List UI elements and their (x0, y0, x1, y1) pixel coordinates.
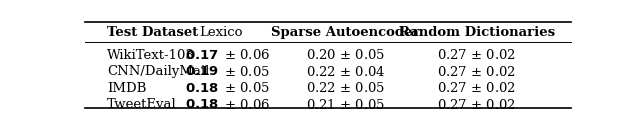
Text: TweetEval: TweetEval (108, 98, 177, 111)
Text: Test Dataset: Test Dataset (108, 26, 198, 39)
Text: $\bf{0.18}$: $\bf{0.18}$ (185, 98, 219, 111)
Text: WikiText-103: WikiText-103 (108, 49, 195, 62)
Text: $\bf{0.19}$: $\bf{0.19}$ (185, 65, 219, 78)
Text: 0.20 $\pm$ 0.05: 0.20 $\pm$ 0.05 (306, 48, 385, 62)
Text: Lexico: Lexico (200, 26, 243, 39)
Text: $\pm$ 0.06: $\pm$ 0.06 (220, 98, 270, 112)
Text: $\pm$ 0.06: $\pm$ 0.06 (220, 48, 270, 62)
Text: $\pm$ 0.05: $\pm$ 0.05 (220, 81, 270, 95)
Text: IMDB: IMDB (108, 82, 147, 95)
Text: $\bf{0.17}$: $\bf{0.17}$ (186, 49, 219, 62)
Text: $\pm$ 0.05: $\pm$ 0.05 (220, 65, 270, 79)
Text: Random Dictionaries: Random Dictionaries (399, 26, 555, 39)
Text: 0.27 $\pm$ 0.02: 0.27 $\pm$ 0.02 (437, 98, 516, 112)
Text: $\bf{0.18}$: $\bf{0.18}$ (185, 82, 219, 95)
Text: 0.27 $\pm$ 0.02: 0.27 $\pm$ 0.02 (437, 65, 516, 79)
Text: 0.27 $\pm$ 0.02: 0.27 $\pm$ 0.02 (437, 48, 516, 62)
Text: Sparse Autoencoder: Sparse Autoencoder (271, 26, 420, 39)
Text: 0.27 $\pm$ 0.02: 0.27 $\pm$ 0.02 (437, 81, 516, 95)
Text: 0.22 $\pm$ 0.04: 0.22 $\pm$ 0.04 (306, 65, 385, 79)
Text: 0.22 $\pm$ 0.05: 0.22 $\pm$ 0.05 (306, 81, 385, 95)
Text: CNN/DailyMail: CNN/DailyMail (108, 65, 210, 78)
Text: 0.21 $\pm$ 0.05: 0.21 $\pm$ 0.05 (306, 98, 385, 112)
